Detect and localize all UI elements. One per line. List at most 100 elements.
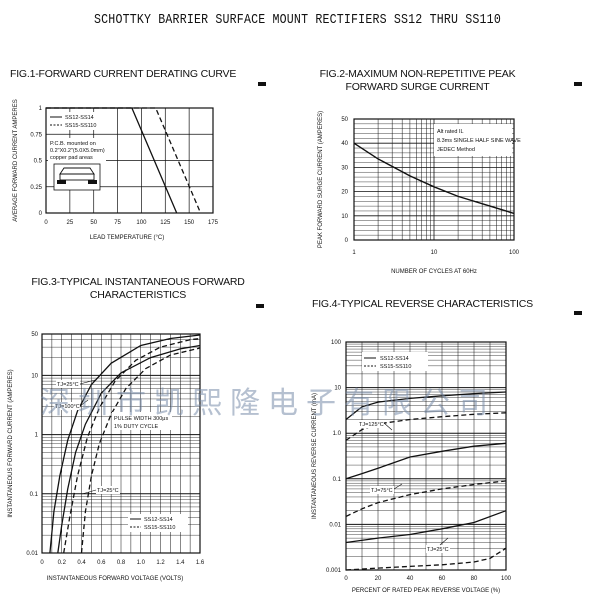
fig4-annotation-bg (426, 545, 450, 553)
fig1-xtick-label: 150 (184, 220, 195, 226)
fig4-series-line (345, 510, 507, 544)
fig4-series-line (345, 547, 507, 571)
fig1-package-body (59, 173, 95, 181)
fig3-xtick-label: 1.0 (137, 560, 146, 566)
fig3-title-line1: FIG.3-TYPICAL INSTANTANEOUS FORWARD (31, 276, 245, 288)
fig3-annotation: TJ=25°C (57, 382, 79, 388)
fig4-frame (345, 341, 507, 571)
fig4-ytick-label: 0.001 (326, 568, 342, 574)
fig2-ylabel: PEAK FORWARD SURGE CURRENT (AMPERES) (318, 111, 324, 248)
fig1-xtick-label: 0 (44, 220, 48, 226)
fig1-xtick-label: 50 (90, 220, 97, 226)
fig1-note-text: 0.2"X0.2"(5.0X5.0mm) (50, 148, 105, 154)
fig3-title-bar (256, 304, 264, 308)
fig1-ylabel: AVERAGE FORWARD CURRENT AMPERES (13, 99, 19, 221)
fig2-title-bar (574, 82, 582, 86)
fig2-xtick-label: 1 (352, 250, 356, 256)
fig3-note-text: 1% DUTY CYCLE (114, 424, 159, 430)
fig3-chart: 0 0.2 0.4 0.6 0.8 1.0 1.2 1.4 1.6 0.01 0.1 1 10 50 INS… (8, 332, 205, 582)
fig2-xtick-label: 10 (431, 250, 438, 256)
fig4-legend-label: SS15-SS110 (380, 364, 411, 370)
fig3-annotation: TJ=100°C (55, 404, 80, 410)
fig1-ytick-label: 0.5 (34, 159, 43, 165)
fig1-xtick-label: 125 (160, 220, 171, 226)
fig2-ytick-label: 30 (341, 165, 348, 171)
fig3-annotation-bg (54, 402, 80, 410)
fig4-annotation-bg (358, 420, 384, 428)
fig1-note-text: P.C.B. mounted on (50, 141, 96, 147)
fig3-xtick-label: 0.4 (77, 560, 86, 566)
fig4-title: FIG.4-TYPICAL REVERSE CHARACTERISTICS (312, 298, 533, 310)
fig3-title: FIG.3-TYPICAL INSTANTANEOUS FORWARD CHAR… (8, 276, 268, 302)
watermark-text: 深圳市凯熙隆电子有限公司 (40, 386, 496, 421)
fig3-ytick-label: 1 (35, 433, 39, 439)
fig4-legend-label: SS12-SS14 (380, 356, 409, 362)
fig4-annotation-leader (393, 483, 403, 490)
fig1-ytick-label: 0.75 (30, 132, 42, 138)
fig3-ytick-label: 0.1 (30, 492, 39, 498)
fig1-ytick-label: 0.25 (30, 185, 42, 191)
fig2-title-line2: FORWARD SURGE CURRENT (345, 81, 490, 93)
fig4-legend-bg (362, 352, 428, 371)
fig3-series-line (80, 347, 201, 554)
fig2-chart: 1 10 100 0 10 20 30 40 50 NUMBER OF CYCLES AT 60H… (318, 111, 521, 275)
fig3-frame (41, 333, 201, 554)
fig2-title: FIG.2-MAXIMUM NON-REPETITIVE PEAK FORWAR… (300, 68, 535, 94)
fig3-xtick-label: 0 (40, 560, 44, 566)
fig2-series-line (353, 142, 515, 215)
fig1-title: FIG.1-FORWARD CURRENT DERATING CURVE (10, 68, 237, 80)
fig4-xtick-label: 20 (375, 576, 382, 582)
fig1-xtick-label: 175 (208, 220, 219, 226)
document-title: SCHOTTKY BARRIER SURFACE MOUNT RECTIFIER… (94, 13, 501, 28)
fig2-xtick-label: 100 (509, 250, 520, 256)
fig3-xtick-label: 0.2 (58, 560, 67, 566)
fig3-ytick-label: 0.01 (26, 551, 38, 557)
fig1-xtick-label: 100 (136, 220, 147, 226)
fig3-xtick-label: 0.8 (117, 560, 126, 566)
fig2-ytick-label: 10 (341, 214, 348, 220)
fig3-legend-bg (128, 514, 188, 532)
fig2-note-text: Alt rated IL (437, 129, 464, 135)
fig1-package-pad-right (88, 180, 97, 184)
fig4-series-line (345, 442, 507, 480)
fig1-legend-label: SS12-SS14 (65, 115, 94, 121)
fig3-annotation-leader (79, 379, 96, 385)
fig2-title-line1: FIG.2-MAXIMUM NON-REPETITIVE PEAK (319, 68, 516, 80)
fig4-title-bar (574, 311, 582, 315)
fig3-series-line (49, 334, 201, 554)
fig3-xtick-label: 0.6 (97, 560, 106, 566)
fig4-series-line (345, 480, 507, 517)
fig3-title-line2: CHARACTERISTICS (89, 289, 187, 301)
fig4-ytick-label: 1.0 (333, 431, 342, 437)
fig2-ytick-label: 50 (341, 117, 348, 123)
fig2-frame (353, 118, 515, 241)
fig4-ytick-label: 0.1 (333, 477, 342, 483)
fig1-legend-label: SS15-SS110 (65, 123, 96, 129)
fig3-series-line (57, 344, 201, 554)
fig1-package-pad-left (57, 180, 66, 184)
fig3-note-bg (112, 412, 172, 430)
fig4-ytick-label: 10 (334, 386, 341, 392)
fig4-xtick-label: 60 (439, 576, 446, 582)
fig4-annotation: TJ=25°C (427, 547, 449, 553)
fig2-note-bg (434, 124, 512, 156)
fig1-xtick-label: 75 (114, 220, 121, 226)
fig3-note-text: PULSE WIDTH 300μs (114, 416, 168, 422)
fig1-ytick-label: 0 (39, 211, 43, 217)
fig1-note-bg (48, 138, 106, 164)
fig4-chart: 0 20 40 60 80 1000.0010.010.11.010100PERCENT … (312, 340, 512, 594)
fig2-ytick-label: 20 (341, 190, 348, 196)
fig1-series-line (46, 107, 202, 214)
fig3-ylabel: INSTANTANEOUS FORWARD CURRENT (AMPERES) (8, 369, 14, 517)
fig3-annotation-leader (79, 399, 89, 407)
fig4-series-line (345, 412, 507, 441)
fig2-ytick-label: 0 (345, 238, 349, 244)
fig4-ytick-label: 0.01 (329, 522, 341, 528)
fig4-xtick-label: 100 (501, 576, 512, 582)
fig3-xtick-label: 1.4 (176, 560, 185, 566)
fig3-legend-label: SS12-SS14 (144, 517, 173, 523)
fig4-series-line (345, 391, 507, 421)
fig1-ytick-label: 1 (39, 106, 43, 112)
fig4-ylabel: INSTANTANEOUS REVERSE CURRENT (mA) (312, 393, 318, 519)
fig4-ytick-label: 100 (331, 340, 342, 346)
